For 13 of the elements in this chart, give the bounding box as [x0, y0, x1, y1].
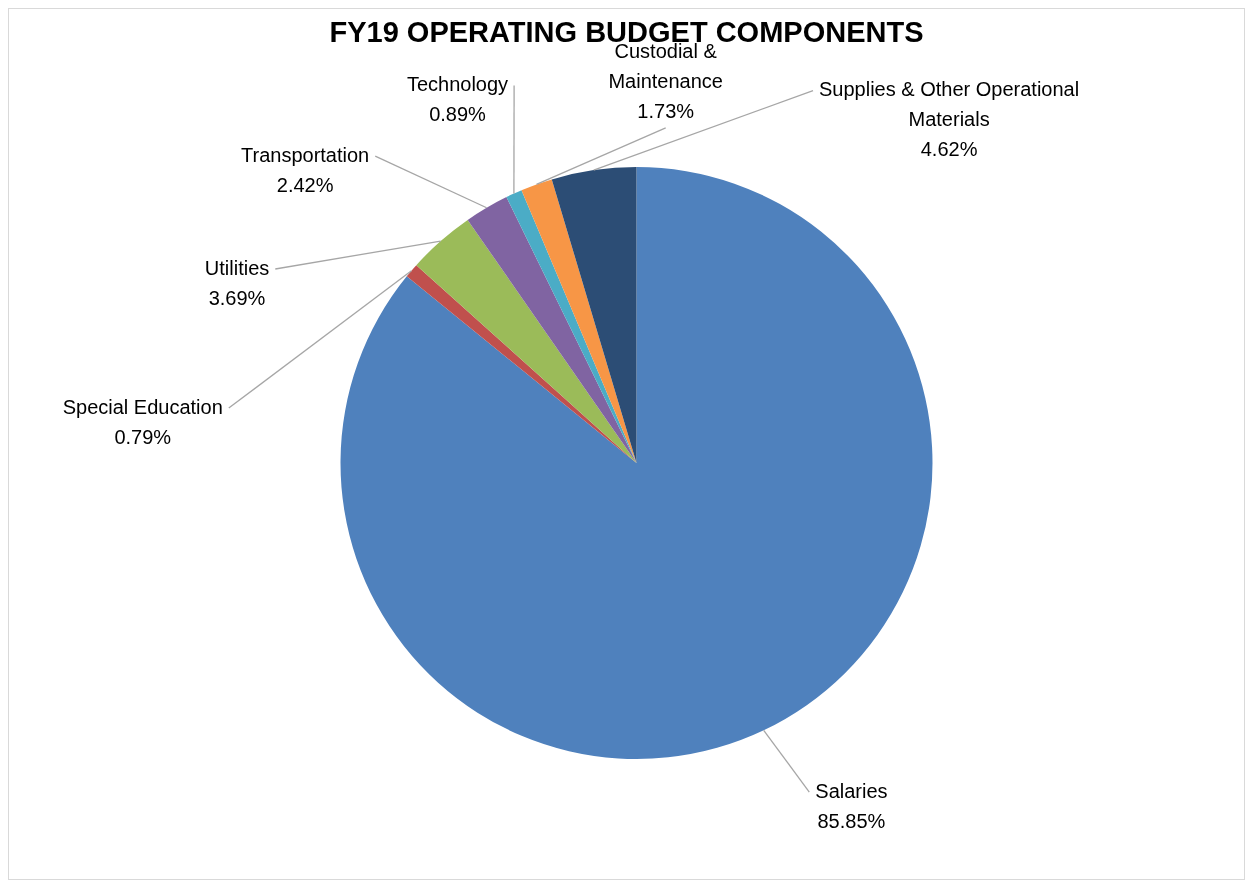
slice-label: Supplies & Other Operational Materials — [819, 78, 1080, 131]
slice-label: Salaries — [815, 779, 888, 802]
slice-label: Technology — [406, 73, 509, 96]
data-label: 2.42% — [276, 173, 334, 196]
data-label: 3.69% — [208, 286, 266, 309]
data-label: 85.85% — [817, 809, 886, 832]
data-label: 0.89% — [429, 103, 487, 126]
data-label: 0.79% — [114, 425, 172, 448]
data-label: 4.62% — [920, 138, 978, 161]
slice-label: Special Education — [62, 395, 223, 418]
data-label: 1.73% — [637, 100, 695, 123]
slice-label: Utilities — [204, 256, 270, 279]
slice-label: Transportation — [241, 143, 370, 166]
